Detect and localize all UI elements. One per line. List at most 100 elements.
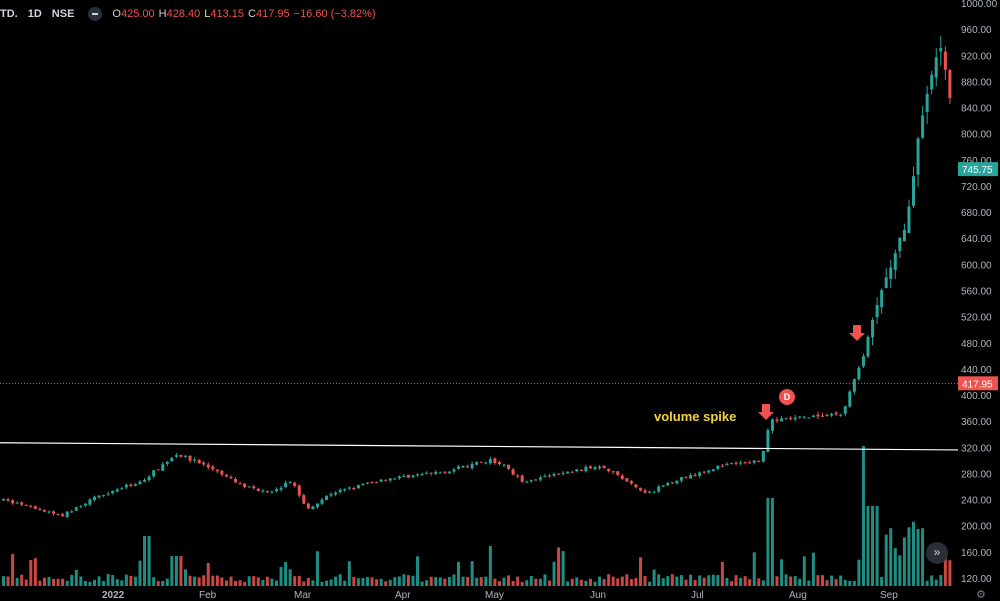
candle-body bbox=[397, 476, 401, 479]
candle-body bbox=[434, 472, 438, 474]
volume-bar bbox=[543, 574, 547, 586]
volume-bar bbox=[784, 574, 788, 586]
candle-body bbox=[347, 487, 351, 489]
candle-body bbox=[220, 470, 224, 475]
candle-body bbox=[611, 471, 615, 473]
volume-bar bbox=[79, 576, 83, 586]
volume-bar bbox=[138, 560, 142, 586]
volume-bar bbox=[830, 575, 834, 586]
volume-bar bbox=[315, 551, 319, 586]
candle-body bbox=[761, 450, 765, 462]
candle-body bbox=[47, 511, 51, 513]
time-tick-label: Jul bbox=[691, 590, 704, 600]
close-value: 417.95 bbox=[255, 8, 290, 20]
volume-bar bbox=[484, 576, 488, 586]
open-label: O bbox=[112, 8, 121, 20]
volume-bar bbox=[88, 581, 92, 586]
candle-body bbox=[943, 51, 947, 70]
candle-body bbox=[884, 277, 888, 288]
candle-body bbox=[639, 487, 642, 491]
open-value: 425.00 bbox=[120, 8, 155, 20]
candle-body bbox=[552, 474, 556, 476]
price-tick-label: 240.00 bbox=[961, 496, 992, 507]
candle-body bbox=[889, 267, 893, 279]
volume-bar bbox=[161, 580, 165, 586]
candle-body bbox=[902, 229, 906, 242]
volume-bar bbox=[475, 577, 479, 586]
volume-bar bbox=[429, 576, 433, 586]
candle-body bbox=[839, 414, 843, 416]
price-tick-label: 800.00 bbox=[961, 130, 992, 141]
candle-body bbox=[698, 472, 702, 476]
candle-body bbox=[161, 464, 165, 471]
time-axis: 2022 Feb Mar Apr May Jun Jul Aug Sep bbox=[102, 590, 898, 600]
volume-bar bbox=[366, 577, 369, 586]
volume-bar bbox=[302, 581, 306, 586]
candle-body bbox=[411, 475, 415, 478]
symbol-name[interactable]: TD. bbox=[0, 8, 18, 20]
volume-bar bbox=[165, 578, 169, 586]
volume-bar bbox=[443, 578, 447, 586]
volume-bar bbox=[265, 576, 269, 586]
volume-bar bbox=[388, 579, 392, 586]
candle-body bbox=[575, 469, 579, 472]
candle-body bbox=[74, 507, 78, 511]
candle-body bbox=[38, 509, 42, 511]
volume-bar bbox=[425, 580, 429, 586]
scroll-to-realtime-button[interactable]: » bbox=[926, 542, 948, 564]
candle-body bbox=[102, 495, 106, 497]
volume-bar bbox=[297, 575, 301, 586]
candle-body bbox=[602, 465, 606, 469]
current-price-label: 745.75 bbox=[962, 165, 993, 176]
volume-bar bbox=[666, 576, 670, 586]
candle-body bbox=[302, 495, 306, 504]
candle-body bbox=[420, 474, 424, 476]
timeframe-label[interactable]: 1D bbox=[27, 8, 42, 20]
volume-bar bbox=[311, 580, 315, 586]
exchange-label: NSE bbox=[51, 8, 75, 20]
candle-body bbox=[15, 502, 19, 504]
candle-body bbox=[798, 416, 802, 418]
candle-body bbox=[871, 319, 875, 338]
candle-body bbox=[211, 466, 215, 470]
settings-gear-icon[interactable]: ⚙ bbox=[976, 589, 986, 601]
volume-bar bbox=[689, 574, 693, 586]
candle-body bbox=[748, 462, 752, 464]
volume-bar bbox=[770, 498, 774, 586]
time-tick-label: May bbox=[485, 590, 504, 600]
candle-body bbox=[693, 474, 697, 476]
volume-bar bbox=[884, 534, 888, 586]
volume-bar bbox=[438, 577, 442, 586]
price-tick-label: 320.00 bbox=[961, 443, 992, 454]
candle-body bbox=[202, 462, 206, 465]
visibility-toggle-icon[interactable] bbox=[88, 7, 103, 21]
candle-body bbox=[438, 472, 442, 474]
dividend-badge[interactable]: D bbox=[779, 389, 795, 405]
volume-bar bbox=[270, 578, 274, 586]
volume-bar bbox=[211, 575, 215, 586]
candle-body bbox=[479, 461, 483, 463]
volume-bar bbox=[789, 576, 793, 586]
candle-body bbox=[429, 472, 433, 474]
volume-bar bbox=[133, 576, 137, 586]
candle-body bbox=[375, 482, 379, 484]
candle-body bbox=[921, 115, 925, 138]
low-value: 413.15 bbox=[210, 8, 245, 20]
high-value: 428.40 bbox=[166, 8, 201, 20]
candle-body bbox=[511, 469, 515, 475]
volume-bar bbox=[652, 569, 656, 586]
candle-body bbox=[689, 475, 693, 479]
volume-bar bbox=[275, 580, 278, 586]
candles bbox=[2, 35, 952, 519]
volume-bar bbox=[220, 577, 224, 586]
volume-bar bbox=[393, 577, 397, 586]
volume-bar bbox=[861, 446, 865, 586]
volume-bar bbox=[730, 581, 733, 586]
volume-bar bbox=[466, 577, 470, 586]
candle-body bbox=[925, 93, 929, 112]
price-axis: 1000.00 960.00 920.00 880.00 840.00 800.00 760… bbox=[958, 0, 998, 585]
candle-body bbox=[570, 471, 574, 473]
candle-body bbox=[6, 499, 10, 501]
price-tick-label: 600.00 bbox=[961, 260, 992, 271]
